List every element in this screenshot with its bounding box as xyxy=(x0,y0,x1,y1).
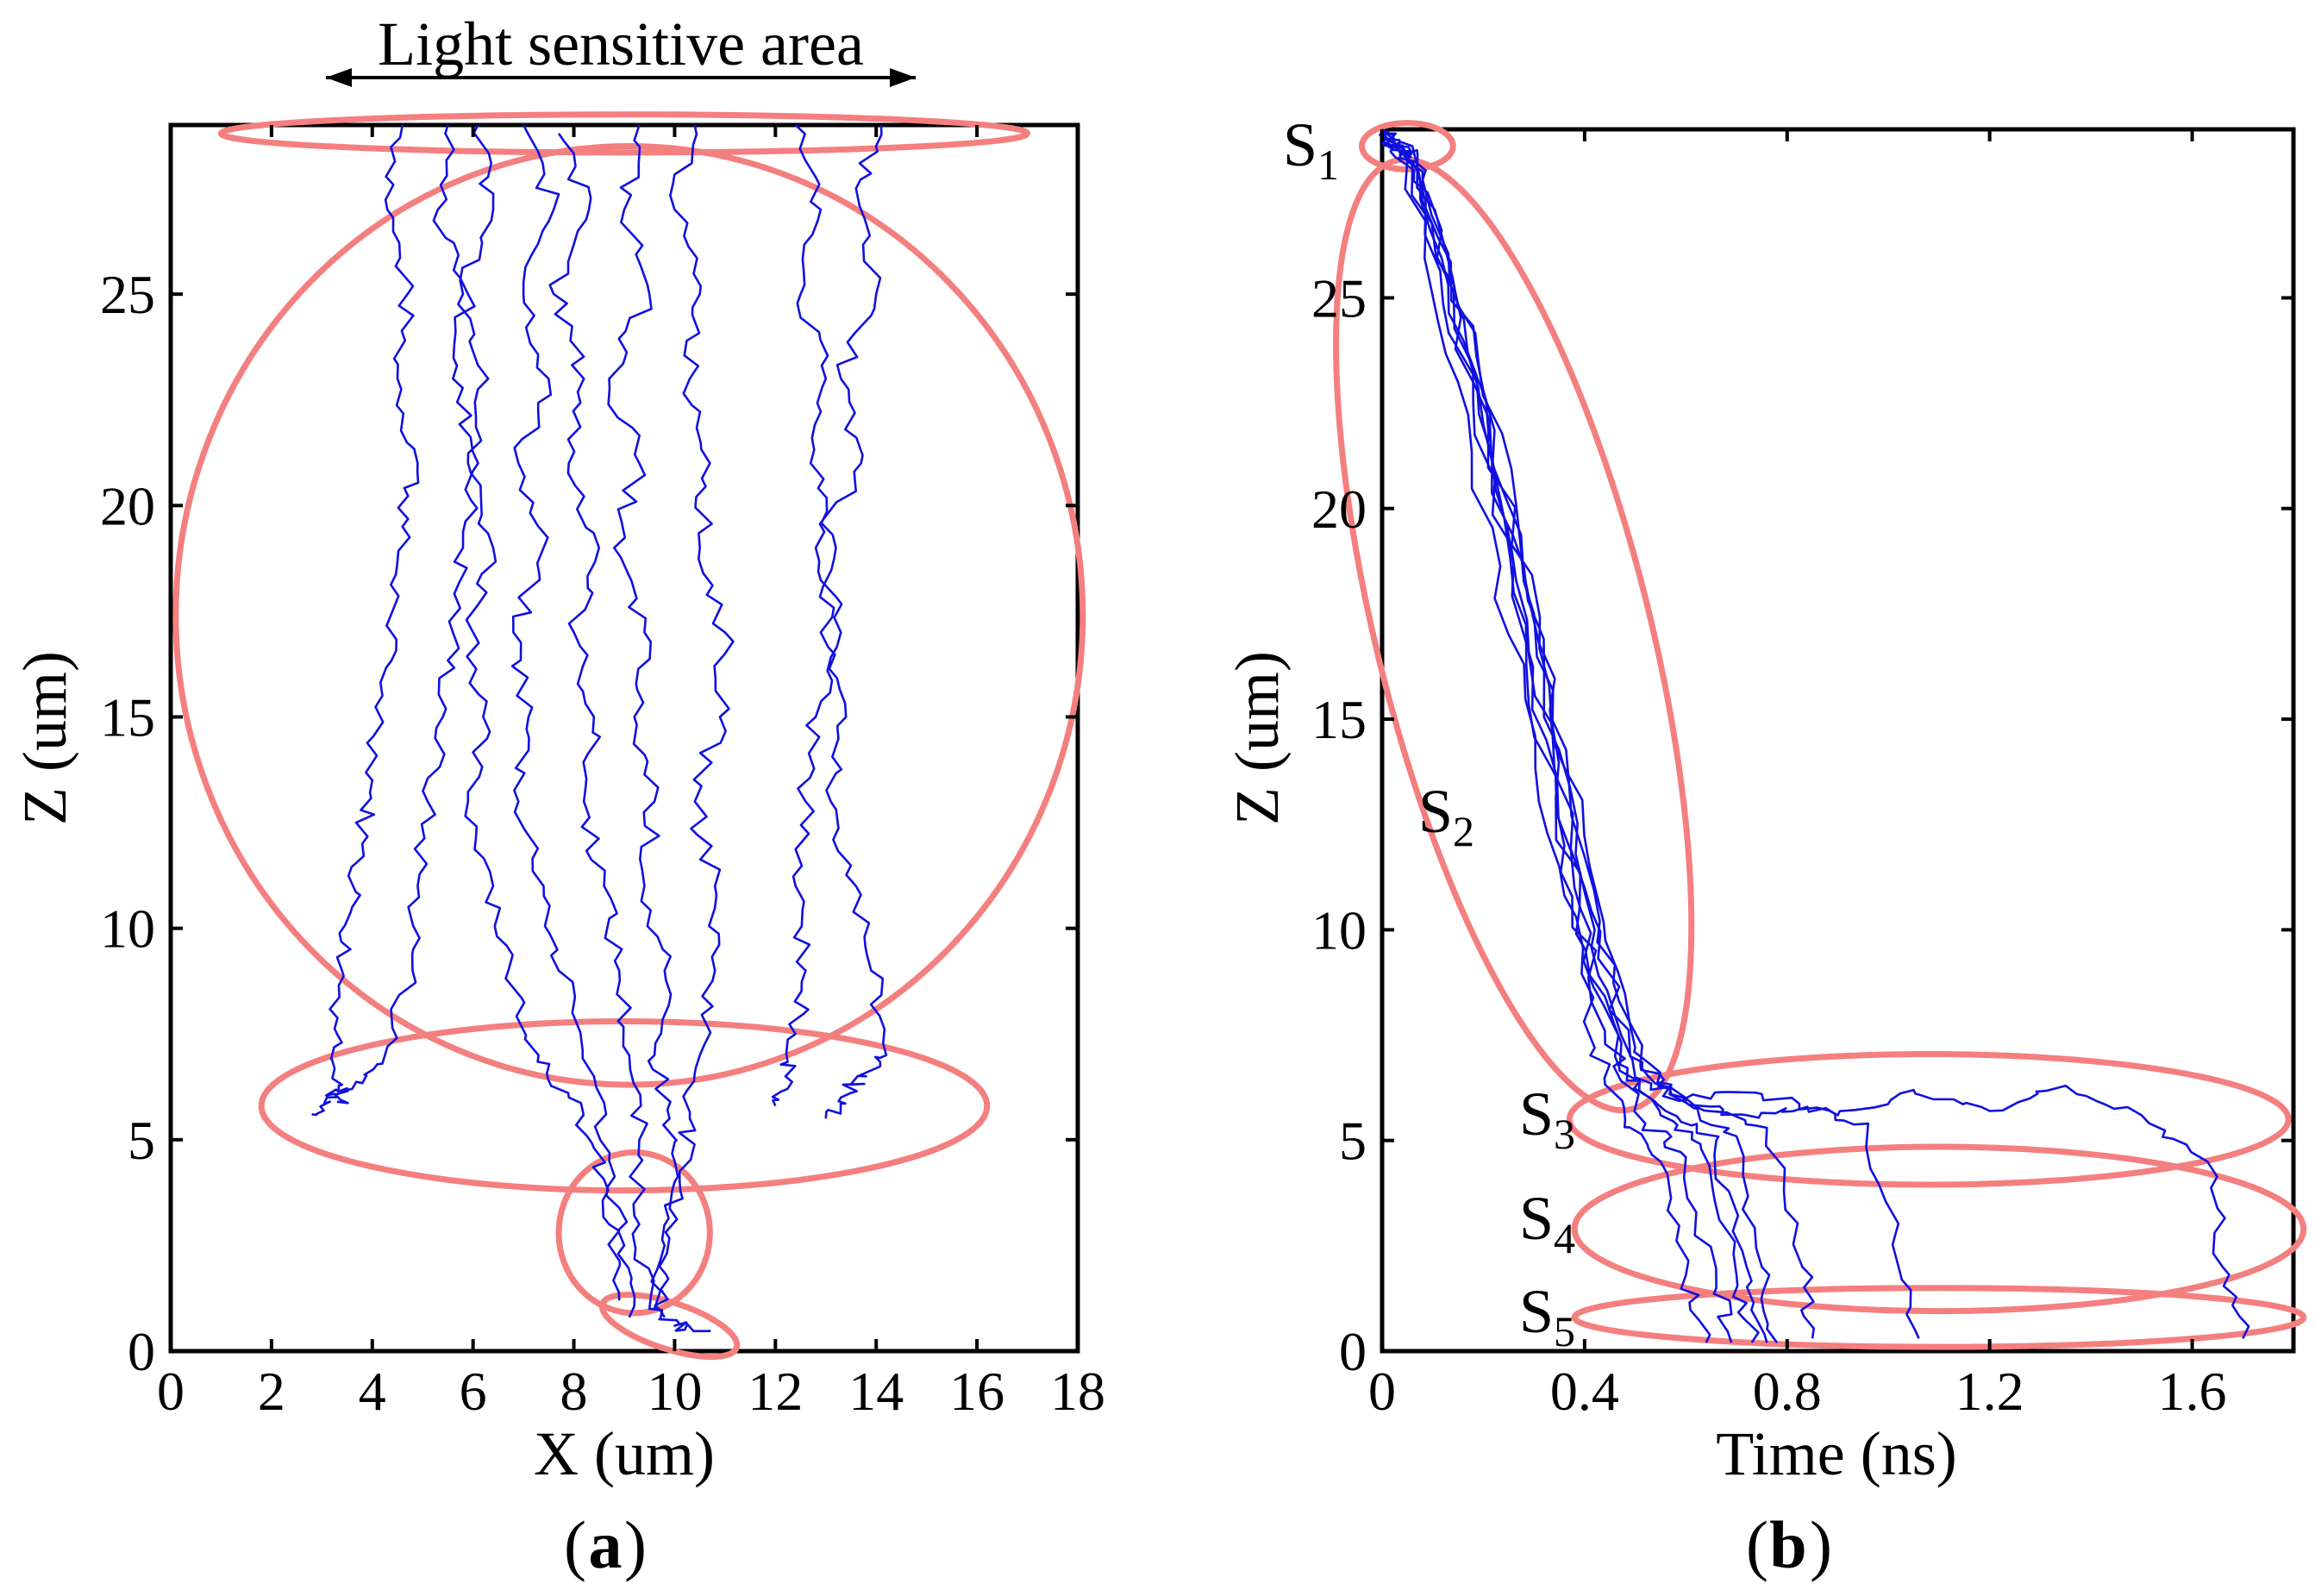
series-line-trace-4 xyxy=(1381,128,1768,1343)
y-tick-label: 0 xyxy=(1339,1321,1367,1382)
x-tick-label: 8 xyxy=(560,1361,588,1422)
panel-b-traces xyxy=(1379,128,2250,1343)
y-tick-label: 25 xyxy=(1311,267,1367,329)
y-tick-label: 10 xyxy=(1311,899,1367,961)
x-tick-label: 0.4 xyxy=(1550,1361,1619,1422)
svg-text:(: ( xyxy=(564,1507,586,1582)
series-line-trajectory-5 xyxy=(548,133,711,1333)
panel-a-trajectories xyxy=(311,124,888,1333)
series-line-trajectory-1 xyxy=(311,124,420,1117)
x-tick-label: 6 xyxy=(460,1361,487,1422)
x-tick-label: 1.6 xyxy=(2158,1361,2227,1422)
svg-text:(: ( xyxy=(1746,1507,1768,1582)
light-sensitive-area-label: Light sensitive area xyxy=(378,9,864,78)
panel-a-label: a xyxy=(589,1507,623,1582)
highlight-ellipse xyxy=(1566,1051,2292,1188)
highlight-ellipse xyxy=(1333,156,1695,1114)
series-line-trace-3 xyxy=(1382,132,1760,1343)
panel-a-y-ticks: 0 5 10 15 20 25 xyxy=(100,264,1078,1382)
highlight-ellipse xyxy=(1571,1285,2307,1350)
stage-label-s4: S4 xyxy=(1519,1184,1575,1262)
panel-b-y-ticks: 0 5 10 15 20 25 xyxy=(1311,267,2293,1382)
series-line-trace-6 xyxy=(1380,128,1815,1339)
series-line-trajectory-4 xyxy=(510,124,636,1318)
highlight-ellipse xyxy=(172,143,1086,1088)
series-line-trajectory-7 xyxy=(650,124,735,1310)
series-line-trajectory-8 xyxy=(794,124,888,1119)
y-tick-label: 5 xyxy=(1339,1111,1367,1172)
svg-text:): ) xyxy=(1810,1507,1832,1582)
y-tick-label: 15 xyxy=(1311,689,1367,750)
x-tick-label: 14 xyxy=(848,1361,904,1422)
series-line-trajectory-3 xyxy=(457,124,622,1301)
panel-a-x-axis-label: X (um) xyxy=(534,1419,715,1488)
y-tick-label: 20 xyxy=(1311,479,1367,540)
svg-text:): ) xyxy=(624,1507,647,1582)
highlight-ellipse xyxy=(555,1149,713,1317)
x-tick-label: 18 xyxy=(1050,1361,1105,1422)
panel-b-plot-frame xyxy=(1380,127,2296,1354)
x-tick-label: 0 xyxy=(157,1361,185,1422)
stage-label-s1: S1 xyxy=(1283,110,1339,189)
x-tick-label: 1.2 xyxy=(1955,1361,2024,1422)
panel-a-x-ticks: 0 2 4 6 8 10 12 14 16 18 xyxy=(157,125,1105,1422)
series-line-trace-2 xyxy=(1379,134,1733,1343)
x-tick-label: 16 xyxy=(949,1361,1004,1422)
panel-a-y-axis-label: Z (um) xyxy=(10,651,79,825)
highlight-ellipse xyxy=(1571,1143,2307,1315)
series-line-trace-7 xyxy=(1380,133,1920,1339)
stage-label-s5: S5 xyxy=(1519,1277,1575,1355)
x-tick-label: 2 xyxy=(258,1361,285,1422)
panel-b-x-ticks: 0 0.4 0.8 1.2 1.6 xyxy=(1368,129,2227,1422)
panel-b-chart: 0 0.4 0.8 1.2 1.6 0 5 10 15 20 25 Time (ns) Z (um… xyxy=(1223,110,2307,1582)
panel-b-highlight-regions xyxy=(1333,120,2307,1350)
highlight-ellipse xyxy=(598,1292,741,1361)
series-line-trace-1 xyxy=(1380,128,1711,1343)
panel-a-highlight-regions xyxy=(172,111,1086,1361)
stage-label-s2: S2 xyxy=(1418,777,1474,855)
panel-a-chart: 0 2 4 6 8 10 12 14 16 18 0 5 10 15 20 25 Light sensiti… xyxy=(10,9,1105,1582)
highlight-ellipse xyxy=(258,1018,991,1194)
panel-a-caption: ( a ) xyxy=(564,1507,647,1582)
y-tick-label: 20 xyxy=(100,475,155,536)
highlight-ellipse xyxy=(217,111,1031,156)
x-tick-label: 12 xyxy=(748,1361,803,1422)
series-line-trajectory-2 xyxy=(335,124,479,1105)
x-tick-label: 10 xyxy=(647,1361,702,1422)
y-tick-label: 5 xyxy=(128,1110,155,1171)
y-tick-label: 25 xyxy=(100,264,155,325)
light-sensitive-area-arrow xyxy=(326,68,916,87)
panel-b-x-axis-label: Time (ns) xyxy=(1716,1419,1956,1488)
x-tick-label: 0.8 xyxy=(1753,1361,1822,1422)
panel-b-caption: ( b ) xyxy=(1746,1507,1832,1582)
series-line-trajectory-6 xyxy=(607,124,679,1318)
y-tick-label: 10 xyxy=(100,898,155,960)
series-line-trajectory-9 xyxy=(771,124,883,1107)
panel-b-y-axis-label: Z (um) xyxy=(1223,651,1292,825)
y-tick-label: 15 xyxy=(100,686,155,748)
panel-b-label: b xyxy=(1769,1507,1806,1582)
y-tick-label: 0 xyxy=(128,1321,155,1382)
series-line-trace-8 xyxy=(1381,136,2250,1339)
stage-label-s3: S3 xyxy=(1519,1080,1575,1158)
panel-a-plot-frame xyxy=(168,122,1080,1354)
x-tick-label: 4 xyxy=(359,1361,386,1422)
x-tick-label: 0 xyxy=(1368,1361,1396,1422)
